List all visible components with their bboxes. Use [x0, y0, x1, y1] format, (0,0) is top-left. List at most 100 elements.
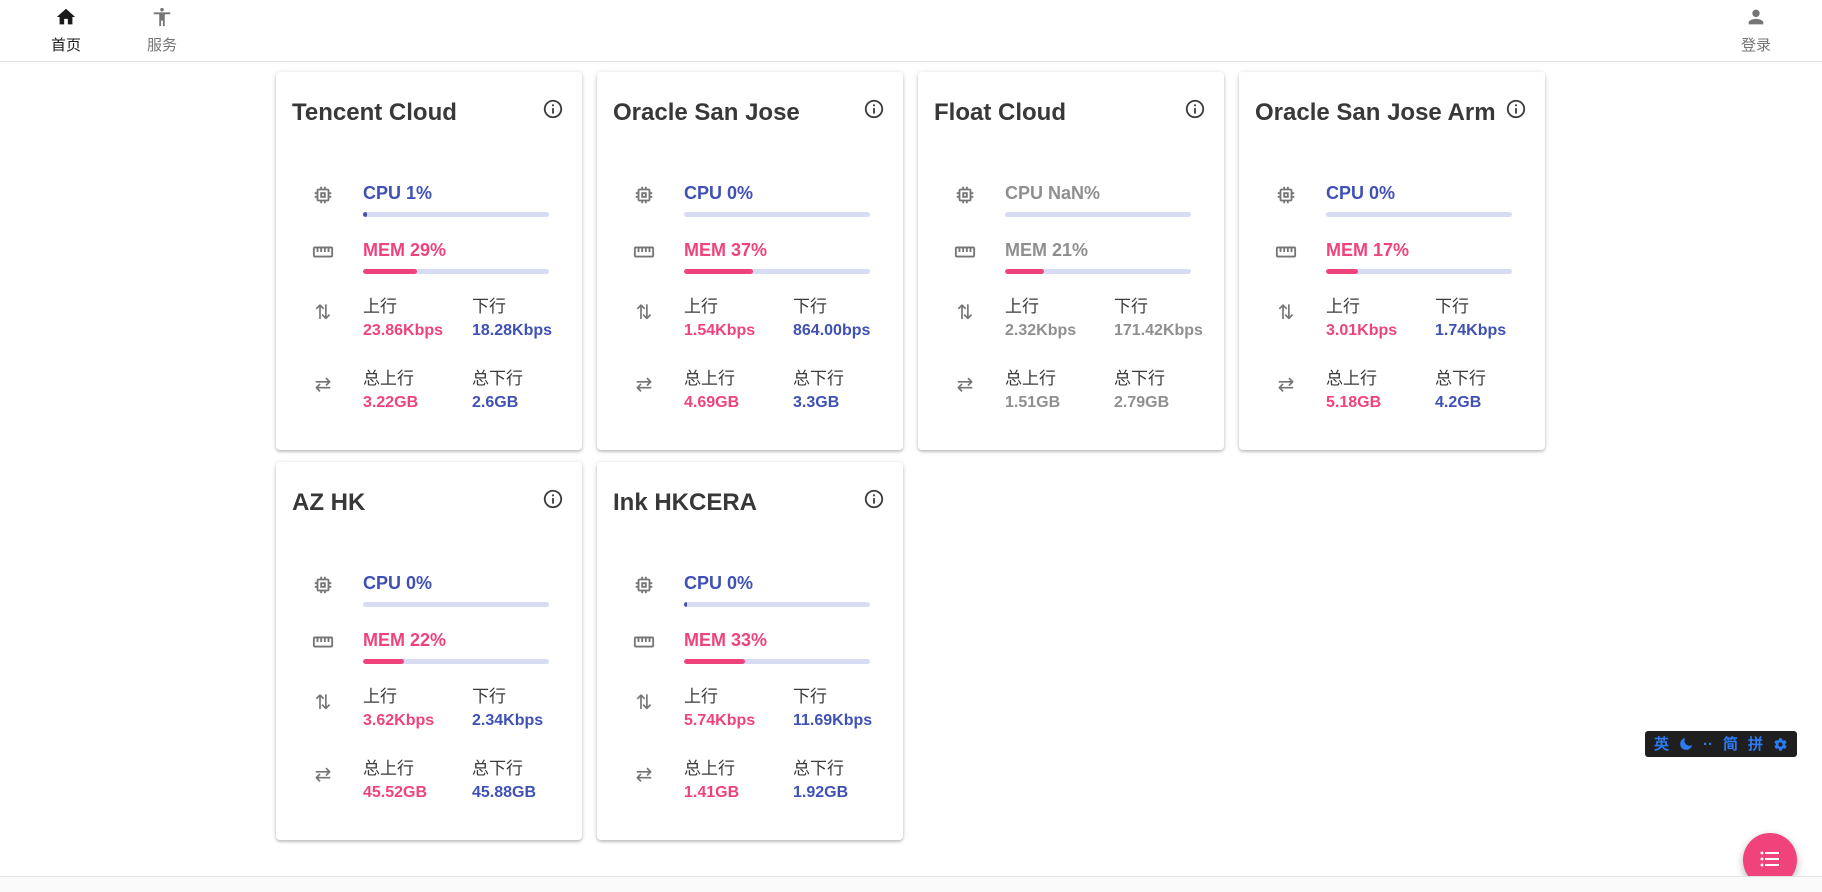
- total-download-label: 总下行: [1435, 369, 1486, 388]
- upload-label: 上行: [684, 297, 718, 316]
- total-download-stat: 总下行 4.2GB: [1435, 368, 1544, 414]
- traffic-total-cols: 总上行 3.22GB 总下行 2.6GB: [363, 368, 581, 414]
- cpu-usage-label: CPU 1%: [363, 183, 433, 203]
- mem-usage-label: MEM 17%: [1326, 240, 1410, 260]
- total-upload-value: 5.18GB: [1326, 394, 1382, 411]
- cpu-meter: CPU 0%: [684, 182, 870, 217]
- mem-meter: MEM 37%: [684, 239, 870, 274]
- swap-horizontal-icon: ⇄: [956, 374, 974, 396]
- cpu-row: CPU 0%: [632, 182, 903, 217]
- cpu-row: CPU 0%: [311, 572, 582, 607]
- mem-progress-fill: [363, 269, 417, 274]
- cpu-chip-icon: [632, 184, 656, 206]
- traffic-total-cols: 总上行 4.69GB 总下行 3.3GB: [684, 368, 902, 414]
- traffic-total-row: ⇄ 总上行 5.18GB 总下行 4.2GB: [1274, 368, 1545, 414]
- upload-value: 23.86Kbps: [363, 322, 444, 339]
- traffic-total-row: ⇄ 总上行 4.69GB 总下行 3.3GB: [632, 368, 903, 414]
- cpu-row: CPU 1%: [311, 182, 582, 217]
- download-rate-stat: 下行 18.28Kbps: [472, 296, 581, 342]
- mem-usage-label: MEM 37%: [684, 240, 768, 260]
- network-rate-row: ⇅ 上行 23.86Kbps 下行 18.28Kbps: [311, 296, 582, 342]
- total-upload-value: 4.69GB: [684, 394, 740, 411]
- server-card-title: Float Cloud: [934, 99, 1066, 126]
- nav-item-login-label: 登录: [1740, 37, 1771, 54]
- traffic-total-row: ⇄ 总上行 1.41GB 总下行 1.92GB: [632, 758, 903, 804]
- nav-item-login[interactable]: 登录: [1708, 1, 1804, 61]
- gear-icon[interactable]: [1773, 737, 1788, 752]
- mem-row: MEM 21%: [953, 239, 1224, 274]
- upload-label: 上行: [1326, 297, 1360, 316]
- download-value: 1.74Kbps: [1435, 322, 1507, 339]
- card-grid: Tencent Cloud CPU 1% MEM 29%: [276, 72, 1546, 840]
- mem-progress-bar: [363, 269, 549, 274]
- total-upload-label: 总上行: [684, 759, 735, 778]
- ime-language-toggle[interactable]: 英: [1654, 735, 1670, 753]
- up-down-arrows-icon: ⇅: [956, 302, 974, 324]
- total-download-value: 45.88GB: [472, 784, 537, 801]
- network-rate-cols: 上行 5.74Kbps 下行 11.69Kbps: [684, 686, 902, 732]
- total-download-stat: 总下行 1.92GB: [793, 758, 902, 804]
- punctuation-toggle[interactable]: ··: [1703, 735, 1714, 753]
- server-card-title: Oracle San Jose: [613, 99, 800, 126]
- swap-horizontal-icon: ⇄: [635, 764, 653, 786]
- info-icon[interactable]: [863, 488, 885, 510]
- info-icon[interactable]: [542, 488, 564, 510]
- cpu-usage-label: CPU 0%: [1326, 183, 1396, 203]
- mem-progress-fill: [1326, 269, 1358, 274]
- total-upload-value: 3.22GB: [363, 394, 419, 411]
- cpu-chip-icon: [632, 574, 656, 596]
- total-upload-stat: 总上行 1.41GB: [684, 758, 793, 804]
- cpu-progress-bar: [1326, 212, 1512, 217]
- server-card: Tencent Cloud CPU 1% MEM 29%: [276, 72, 582, 450]
- network-rate-row: ⇅ 上行 1.54Kbps 下行 864.00bps: [632, 296, 903, 342]
- memory-ruler-icon: [632, 631, 656, 653]
- mem-meter: MEM 22%: [363, 629, 549, 664]
- total-download-label: 总下行: [793, 759, 844, 778]
- traffic-total-row: ⇄ 总上行 3.22GB 总下行 2.6GB: [311, 368, 582, 414]
- mem-progress-bar: [684, 269, 870, 274]
- person-icon: [1745, 6, 1767, 31]
- mem-usage-label: MEM 29%: [363, 240, 447, 260]
- network-rate-cols: 上行 23.86Kbps 下行 18.28Kbps: [363, 296, 581, 342]
- server-card-title: Ink HKCERA: [613, 489, 758, 516]
- mem-row: MEM 37%: [632, 239, 903, 274]
- ime-simplified-toggle[interactable]: 简: [1723, 735, 1739, 753]
- server-card-header: Oracle San Jose: [597, 98, 903, 132]
- footer-strip: [0, 876, 1822, 892]
- cpu-usage-label: CPU 0%: [684, 573, 754, 593]
- total-download-stat: 总下行 45.88GB: [472, 758, 581, 804]
- upload-rate-stat: 上行 1.54Kbps: [684, 296, 793, 342]
- cpu-usage-label: CPU 0%: [684, 183, 754, 203]
- info-icon[interactable]: [863, 98, 885, 120]
- nav-item-services-label: 服务: [146, 37, 177, 54]
- network-rate-cols: 上行 3.62Kbps 下行 2.34Kbps: [363, 686, 581, 732]
- mem-meter: MEM 33%: [684, 629, 870, 664]
- server-card-title: Oracle San Jose Arm: [1255, 99, 1496, 126]
- nav-item-home[interactable]: 首页: [18, 1, 114, 61]
- nav-item-services[interactable]: 服务: [114, 1, 210, 61]
- info-icon[interactable]: [1184, 98, 1206, 120]
- info-icon[interactable]: [542, 98, 564, 120]
- traffic-total-cols: 总上行 5.18GB 总下行 4.2GB: [1326, 368, 1544, 414]
- moon-icon[interactable]: [1679, 737, 1693, 751]
- cpu-chip-icon: [1274, 184, 1298, 206]
- download-value: 18.28Kbps: [472, 322, 553, 339]
- swap-horizontal-icon: ⇄: [1277, 374, 1295, 396]
- total-upload-label: 总上行: [363, 759, 414, 778]
- upload-value: 3.62Kbps: [363, 712, 435, 729]
- upload-value: 1.54Kbps: [684, 322, 756, 339]
- mem-row: MEM 29%: [311, 239, 582, 274]
- ime-scheme-toggle[interactable]: 拼: [1748, 735, 1764, 753]
- cpu-row: CPU 0%: [632, 572, 903, 607]
- memory-ruler-icon: [953, 241, 977, 263]
- total-download-label: 总下行: [793, 369, 844, 388]
- cpu-usage-label: CPU 0%: [363, 573, 433, 593]
- info-icon[interactable]: [1505, 98, 1527, 120]
- cpu-progress-bar: [363, 212, 549, 217]
- cpu-chip-icon: [311, 574, 335, 596]
- total-download-value: 2.6GB: [472, 394, 519, 411]
- up-down-arrows-icon: ⇅: [635, 692, 653, 714]
- cpu-progress-bar: [684, 212, 870, 217]
- download-value: 864.00bps: [793, 322, 871, 339]
- list-icon: [1758, 847, 1782, 874]
